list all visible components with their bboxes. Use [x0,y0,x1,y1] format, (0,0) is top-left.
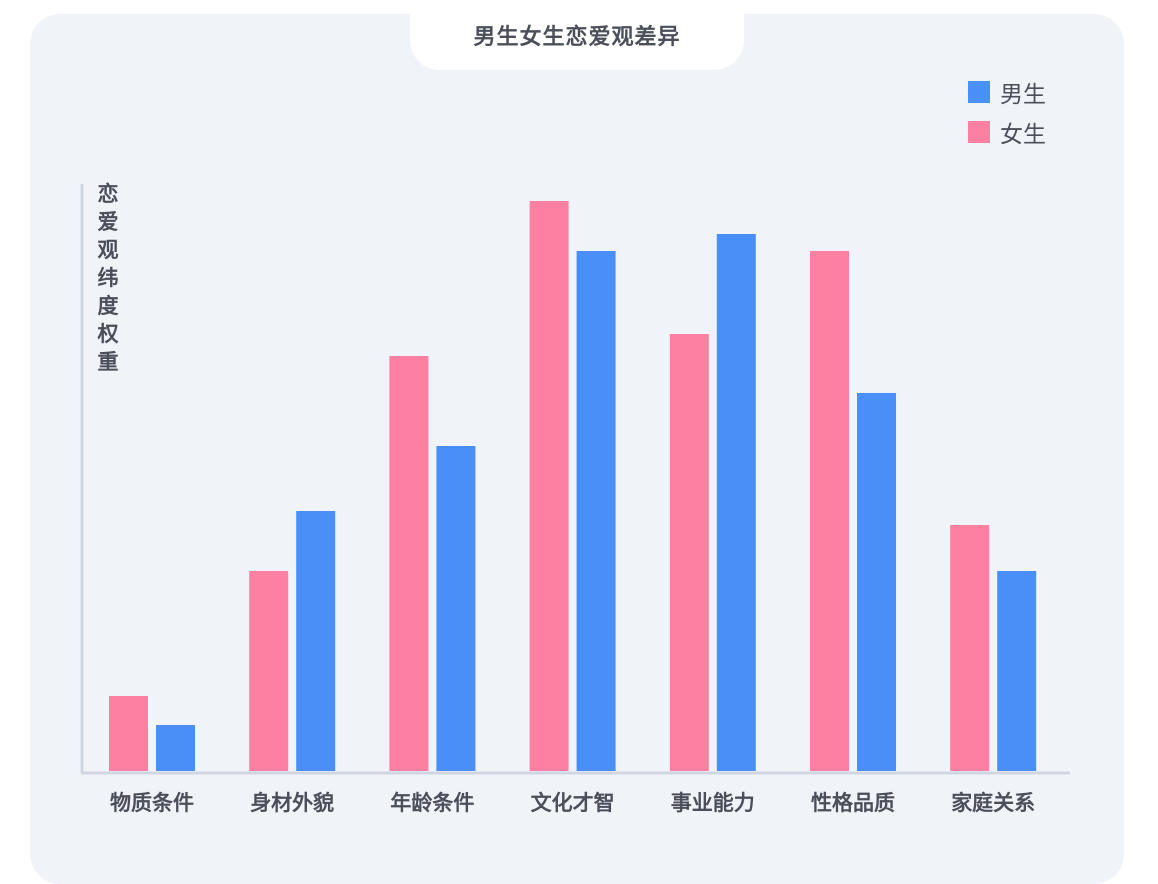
x-tick-label-2: 年龄条件 [390,791,474,815]
bar-female-0[interactable] [109,696,148,771]
bar-male-2[interactable] [436,446,476,771]
x-tick-label-5: 性格品质 [811,791,895,815]
legend-label-female: 女生 [1000,122,1046,148]
x-tick-label-4: 事业能力 [671,791,755,815]
legend: 男生 女生 [968,72,1046,152]
legend-item-male[interactable]: 男生 [968,72,1046,112]
legend-swatch-male [968,81,990,103]
x-tick-label-3: 文化才智 [531,791,615,815]
bar-male-4[interactable] [716,234,756,771]
bar-female-1[interactable] [249,571,289,771]
bar-female-5[interactable] [810,251,849,771]
chart-title-text: 男生女生恋爱观差异 [473,25,681,50]
bar-female-3[interactable] [529,201,569,771]
bar-male-6[interactable] [997,571,1037,771]
bar-male-1[interactable] [296,511,336,771]
legend-item-female[interactable]: 女生 [968,112,1046,152]
x-tick-label-0: 物质条件 [110,791,194,815]
y-axis-label: 恋爱观纬度权重 [97,182,119,374]
x-tick-label-1: 身材外貌 [250,791,334,815]
bar-male-3[interactable] [576,251,616,771]
bar-chart: 物质条件 身材外貌 年龄条件 文化才智 事业能力 性格品质 家庭关系 [80,184,1070,815]
bar-male-5[interactable] [857,393,896,771]
bar-female-6[interactable] [950,525,990,771]
bar-female-2[interactable] [389,356,429,771]
x-tick-label-6: 家庭关系 [951,791,1035,815]
bar-male-0[interactable] [156,725,195,771]
chart-title: 男生女生恋爱观差异 [410,0,744,70]
legend-swatch-female [968,121,990,143]
legend-label-male: 男生 [1000,82,1046,108]
bar-female-4[interactable] [669,334,709,771]
